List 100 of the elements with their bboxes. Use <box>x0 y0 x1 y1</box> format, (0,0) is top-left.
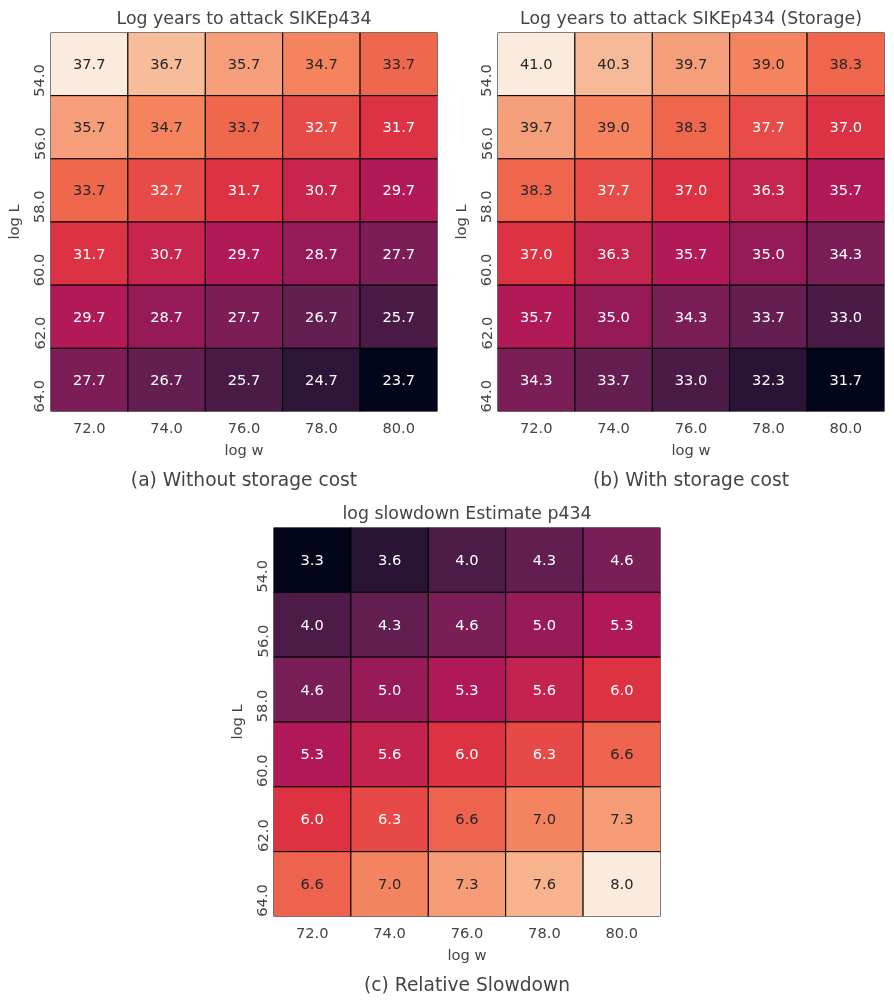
data-label: 3.6 <box>377 550 402 568</box>
y-tick-label: 54.0 <box>477 64 495 97</box>
data-label: 29.7 <box>382 181 416 199</box>
data-label: 31.7 <box>227 181 261 199</box>
text: (a) Without storage cost <box>130 468 358 490</box>
data-label: 25.7 <box>382 307 416 325</box>
data-label: 27.7 <box>72 370 106 388</box>
y-axis-title: log L <box>451 203 469 240</box>
data-label: 33.0 <box>829 307 863 325</box>
x-tick-label: 74.0 <box>597 418 630 436</box>
data-label: 32.7 <box>305 118 338 136</box>
data-label: 38.3 <box>674 118 708 136</box>
data-label: 26.7 <box>305 307 338 325</box>
y-tick-label: 64.0 <box>253 884 271 917</box>
data-label: 40.3 <box>597 55 630 73</box>
x-tick-label: 80.0 <box>382 418 416 436</box>
data-label: 37.7 <box>597 181 630 199</box>
data-label: 29.7 <box>72 307 106 325</box>
data-label: 37.7 <box>72 55 106 73</box>
x-tick-label: 76.0 <box>674 418 708 436</box>
data-label: 5.6 <box>377 745 402 763</box>
data-label: 7.0 <box>377 875 402 893</box>
y-tick-label: 60.0 <box>30 253 48 287</box>
y-tick-label: 56.0 <box>253 624 271 658</box>
y-tick-label: 56.0 <box>477 127 495 160</box>
data-label: 23.7 <box>382 370 416 388</box>
data-label: 33.7 <box>597 370 630 388</box>
chart-title: log slowdown Estimate p434 <box>342 502 592 523</box>
x-tick-label: 72.0 <box>72 418 106 436</box>
x-tick-label: 80.0 <box>605 923 639 941</box>
chart-title: Log years to attack SIKEp434 <box>116 7 372 28</box>
x-axis-title: log w <box>671 440 711 458</box>
data-label: 36.7 <box>150 55 183 73</box>
data-label: 30.7 <box>150 244 183 262</box>
y-tick-label: 58.0 <box>30 190 48 224</box>
data-label: 33.7 <box>752 307 785 325</box>
data-label: 39.7 <box>519 118 553 136</box>
data-label: 36.3 <box>752 181 785 199</box>
data-label: 39.7 <box>674 55 708 73</box>
data-label: 35.7 <box>829 181 863 199</box>
data-label: 5.3 <box>610 615 634 633</box>
data-label: 35.0 <box>752 244 785 262</box>
data-label: 5.0 <box>532 615 557 633</box>
data-label: 38.3 <box>829 55 863 73</box>
data-label: 4.0 <box>300 615 324 633</box>
y-tick-label: 60.0 <box>477 253 495 287</box>
data-label: 38.3 <box>519 181 553 199</box>
x-tick-label: 80.0 <box>829 418 863 436</box>
chart-title: Log years to attack SIKEp434 (Storage) <box>520 7 862 28</box>
data-label: 34.7 <box>150 118 183 136</box>
y-tick-label: 54.0 <box>253 559 271 593</box>
data-label: 33.7 <box>72 181 106 199</box>
data-label: 6.6 <box>610 745 634 763</box>
x-axis-title: log w <box>447 945 487 963</box>
x-tick-label: 72.0 <box>519 418 553 436</box>
x-tick-label: 78.0 <box>528 923 561 941</box>
data-label: 29.7 <box>227 244 261 262</box>
y-tick-label: 64.0 <box>30 379 48 413</box>
data-label: 7.6 <box>532 875 557 893</box>
data-label: 32.3 <box>752 370 785 388</box>
data-label: 27.7 <box>227 307 261 325</box>
x-tick-label: 74.0 <box>150 418 183 436</box>
data-label: 25.7 <box>227 370 261 388</box>
data-label: 6.6 <box>455 810 479 828</box>
data-label: 4.3 <box>532 550 557 568</box>
data-label: 5.3 <box>300 745 324 763</box>
data-label: 6.3 <box>532 745 557 763</box>
y-tick-label: 56.0 <box>30 127 48 160</box>
y-tick-label: 62.0 <box>30 316 48 350</box>
data-label: 31.7 <box>382 118 416 136</box>
data-label: 39.0 <box>597 118 630 136</box>
data-label: 4.3 <box>377 615 402 633</box>
data-label: 35.7 <box>674 244 708 262</box>
data-label: 28.7 <box>150 307 183 325</box>
data-label: 37.0 <box>829 118 863 136</box>
data-label: 5.3 <box>455 680 479 698</box>
data-label: 37.0 <box>674 181 708 199</box>
data-label: 28.7 <box>305 244 338 262</box>
data-label: 5.6 <box>532 680 557 698</box>
data-label: 33.0 <box>674 370 708 388</box>
data-label: 5.0 <box>377 680 402 698</box>
data-label: 41.0 <box>519 55 553 73</box>
data-label: 35.7 <box>227 55 261 73</box>
x-tick-label: 76.0 <box>450 923 484 941</box>
data-label: 4.6 <box>300 680 324 698</box>
data-label: 39.0 <box>752 55 785 73</box>
data-label: 24.7 <box>305 370 338 388</box>
data-label: 7.3 <box>455 875 479 893</box>
data-label: 3.3 <box>300 550 324 568</box>
data-label: 31.7 <box>829 370 863 388</box>
data-label: 34.7 <box>305 55 338 73</box>
data-label: 33.7 <box>227 118 261 136</box>
x-tick-label: 74.0 <box>373 923 406 941</box>
data-label: 4.6 <box>610 550 634 568</box>
data-label: 7.3 <box>610 810 634 828</box>
data-label: 26.7 <box>150 370 183 388</box>
y-tick-label: 60.0 <box>253 754 271 788</box>
data-label: 35.7 <box>519 307 553 325</box>
data-label: 6.3 <box>377 810 402 828</box>
data-label: 35.0 <box>597 307 630 325</box>
